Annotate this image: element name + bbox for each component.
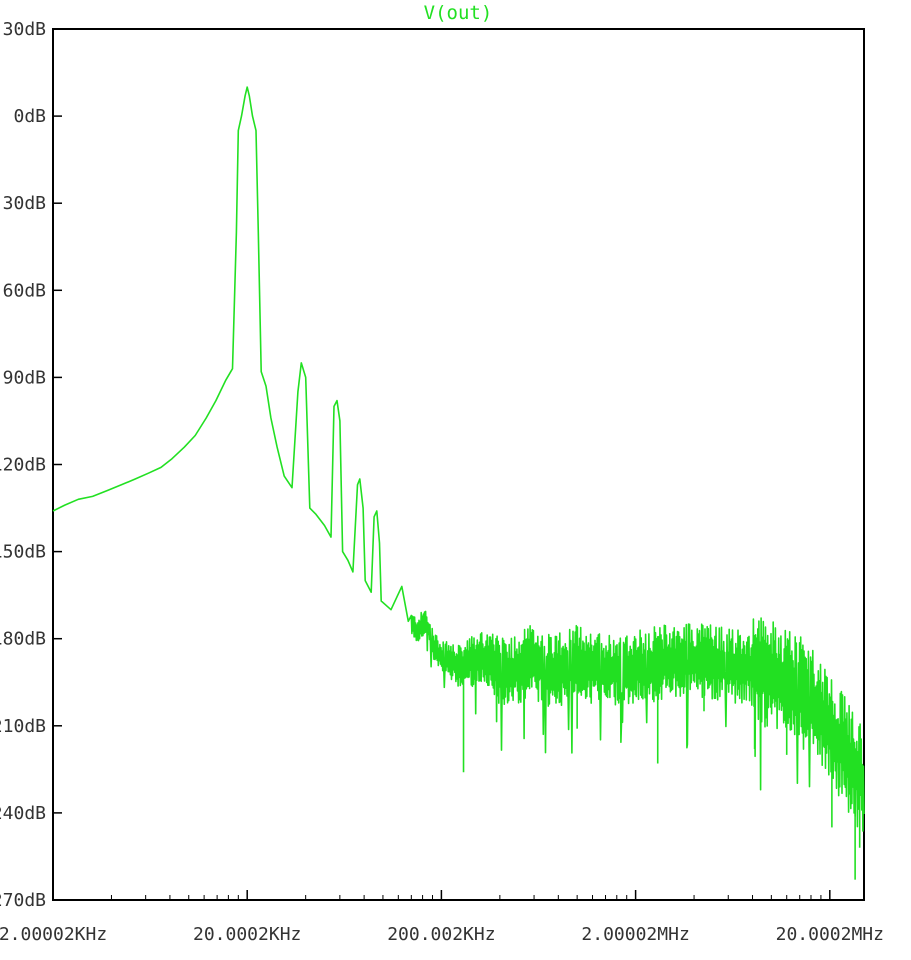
x-tick-label: 200.002KHz xyxy=(387,924,495,945)
y-tick-label: -120dB xyxy=(0,455,46,476)
y-tick-label: -180dB xyxy=(0,629,46,650)
y-axis-ticks: 30dB 0dB -30dB -60dB -90dB -120dB -150dB -180dB… xyxy=(0,19,62,911)
x-axis-ticks: 2.00002KHz 20.0002KHz 200.002KHz 2.00002MHz… xyxy=(0,890,884,945)
series-line-vout xyxy=(52,86,865,832)
y-tick-label: -210dB xyxy=(0,716,46,737)
y-tick-label: -30dB xyxy=(0,193,46,214)
y-tick-label: -240dB xyxy=(0,803,46,824)
x-axis-minor-ticks xyxy=(110,895,822,900)
x-tick-label: 2.00002MHz xyxy=(581,924,689,945)
y-tick-label: 30dB xyxy=(3,19,46,40)
y-tick-label: -90dB xyxy=(0,367,46,388)
x-tick-label: 20.0002KHz xyxy=(193,924,301,945)
x-tick-label: 2.00002KHz xyxy=(0,924,107,945)
chart-title: V(out) xyxy=(424,2,493,24)
x-tick-label: 20.0002MHz xyxy=(776,924,884,945)
y-tick-label: -60dB xyxy=(0,280,46,301)
y-tick-label: 0dB xyxy=(13,106,46,127)
plot-frame xyxy=(52,28,865,901)
y-tick-label: -270dB xyxy=(0,890,46,911)
y-tick-label: -150dB xyxy=(0,542,46,563)
